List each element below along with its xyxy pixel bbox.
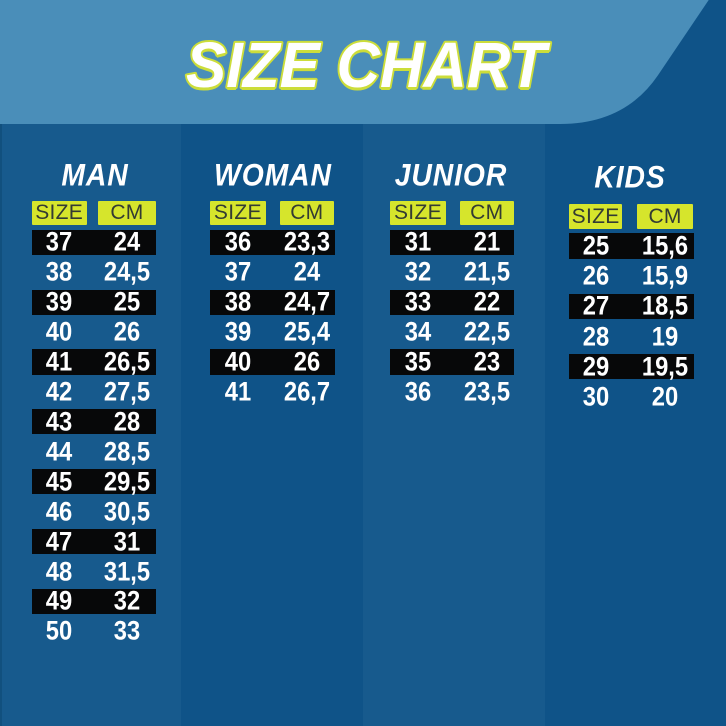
svg-text:SIZE CHART: SIZE CHART bbox=[186, 29, 551, 101]
svg-text:SIZE CHART: SIZE CHART bbox=[186, 32, 551, 104]
